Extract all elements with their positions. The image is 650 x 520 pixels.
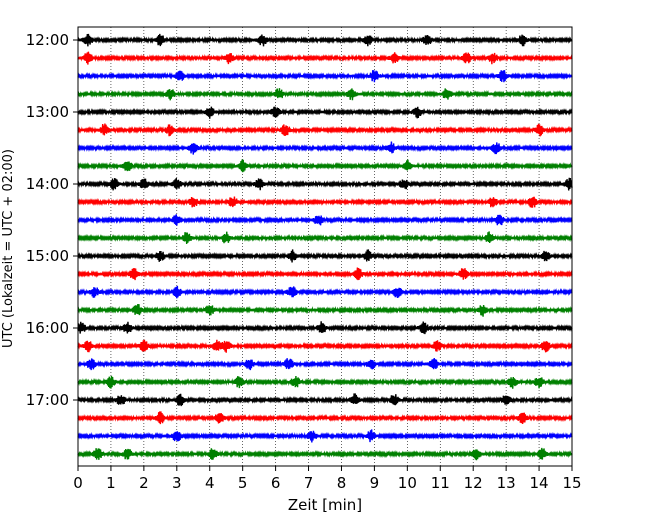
x-tick-label: 11	[431, 474, 450, 492]
trace-1415	[77, 196, 573, 208]
trace-line	[77, 411, 573, 425]
trace-line	[77, 393, 573, 407]
y-tick-label: 12:00	[26, 31, 69, 49]
trace-line	[77, 375, 573, 389]
trace-1600	[77, 321, 573, 335]
trace-line	[77, 70, 573, 83]
trace-line	[77, 123, 573, 137]
y-axis: 12:00 13:00 14:00 15:00 16:00 17:00	[26, 31, 78, 409]
trace-line	[77, 33, 573, 47]
trace-1615	[77, 339, 573, 353]
y-tick-label: 17:00	[26, 391, 69, 409]
plot-frame	[77, 26, 573, 467]
y-tick-label: 15:00	[26, 247, 69, 265]
y-tick-label: 14:00	[26, 175, 69, 193]
trace-1330	[77, 141, 573, 155]
trace-line	[77, 447, 573, 461]
y-axis-label: UTC (Lokalzeit = UTC + 02:00)	[1, 149, 16, 348]
trace-1745	[77, 447, 573, 461]
trace-1430	[77, 214, 573, 226]
x-tick-label: 0	[73, 474, 83, 492]
trace-line	[77, 106, 573, 119]
trace-1400	[77, 177, 573, 191]
trace-line	[77, 214, 573, 226]
x-tick-label: 15	[562, 474, 581, 492]
trace-line	[77, 339, 573, 353]
y-tick-label: 16:00	[26, 319, 69, 337]
x-tick-label: 8	[337, 474, 347, 492]
trace-line	[77, 304, 573, 317]
traces	[77, 33, 573, 461]
x-tick-label: 5	[238, 474, 248, 492]
trace-line	[77, 51, 573, 65]
trace-1700	[77, 393, 573, 407]
trace-1630	[77, 357, 573, 371]
trace-line	[77, 285, 573, 299]
trace-line	[77, 357, 573, 371]
x-tick-label: 14	[530, 474, 549, 492]
x-tick-label: 1	[106, 474, 116, 492]
trace-1245	[77, 88, 573, 101]
trace-1730	[77, 429, 573, 443]
grid-lines	[110, 27, 540, 466]
trace-1445	[77, 231, 573, 245]
y-tick-label: 13:00	[26, 103, 69, 121]
x-axis: 0 1 2 3 4 5 6 7 8 9 10 11 12 13 14 15	[73, 466, 582, 492]
trace-line	[77, 177, 573, 191]
x-tick-label: 10	[398, 474, 417, 492]
trace-line	[77, 267, 573, 281]
trace-line	[77, 141, 573, 155]
x-tick-label: 9	[370, 474, 380, 492]
x-axis-label: Zeit [min]	[288, 496, 362, 514]
trace-1200	[77, 33, 573, 47]
x-tick-label: 4	[205, 474, 215, 492]
trace-1345	[77, 159, 573, 173]
x-tick-label: 6	[271, 474, 281, 492]
trace-1715	[77, 411, 573, 425]
trace-line	[77, 88, 573, 101]
trace-1530	[77, 285, 573, 299]
trace-1230	[77, 70, 573, 83]
trace-1300	[77, 106, 573, 119]
trace-1500	[77, 249, 573, 263]
trace-line	[77, 231, 573, 245]
trace-1545	[77, 304, 573, 317]
trace-line	[77, 249, 573, 263]
trace-line	[77, 429, 573, 443]
trace-line	[77, 321, 573, 335]
x-tick-label: 7	[304, 474, 314, 492]
x-tick-label: 12	[464, 474, 483, 492]
x-tick-label: 13	[497, 474, 516, 492]
x-tick-label: 3	[172, 474, 182, 492]
trace-1315	[77, 123, 573, 137]
trace-1215	[77, 51, 573, 65]
trace-line	[77, 196, 573, 208]
trace-1515	[77, 267, 573, 281]
trace-line	[77, 159, 573, 173]
trace-1645	[77, 375, 573, 389]
x-tick-label: 2	[139, 474, 149, 492]
